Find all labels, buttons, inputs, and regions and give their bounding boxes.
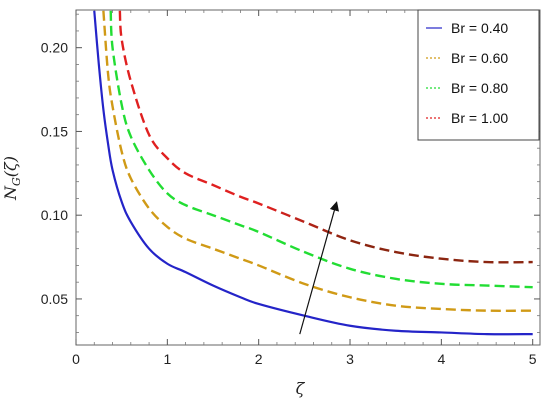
x-tick-label: 5 [529,351,537,367]
legend-label-br-0-60: Br = 0.60 [451,50,508,66]
y-tick-label: 0.10 [41,207,68,223]
annotations [299,201,339,335]
series-line-br-0-80 [109,10,533,289]
plot-frame [75,9,541,346]
series-group [93,10,533,336]
y-axis-label: NG(ζ) [1,156,23,201]
trend-arrow [299,201,339,335]
plot-border [75,9,541,346]
legend-label-br-1-00: Br = 1.00 [451,110,508,126]
legend-label-br-0-40: Br = 0.40 [451,20,508,36]
x-tick-label: 0 [72,351,80,367]
y-tick-label: 0.05 [41,291,68,307]
y-axis-label-suffix: (ζ) [1,156,20,177]
legend-label-br-0-80: Br = 0.80 [451,80,508,96]
legend: Br = 0.40 Br = 0.60 Br = 0.80 Br = 1.00 [417,9,540,141]
y-axis-label-subscript: G [10,177,23,186]
y-tick-label: 0.20 [41,40,68,56]
x-tick-label: 4 [437,351,445,367]
y-axis-label-main: N [1,185,20,201]
x-axis-label: ζ [296,379,306,398]
series-line-br-0-60 [102,10,533,312]
series-line-br-0-40 [93,10,533,336]
x-tick-label: 3 [346,351,354,367]
y-tick-label: 0.15 [41,123,68,139]
x-tick-label: 1 [163,351,171,367]
x-tick-label: 2 [255,351,263,367]
series-line-br-1-00 [118,10,533,264]
tick-labels: 0 1 2 3 4 5 0.05 0.10 0.15 0.20 [41,40,537,367]
